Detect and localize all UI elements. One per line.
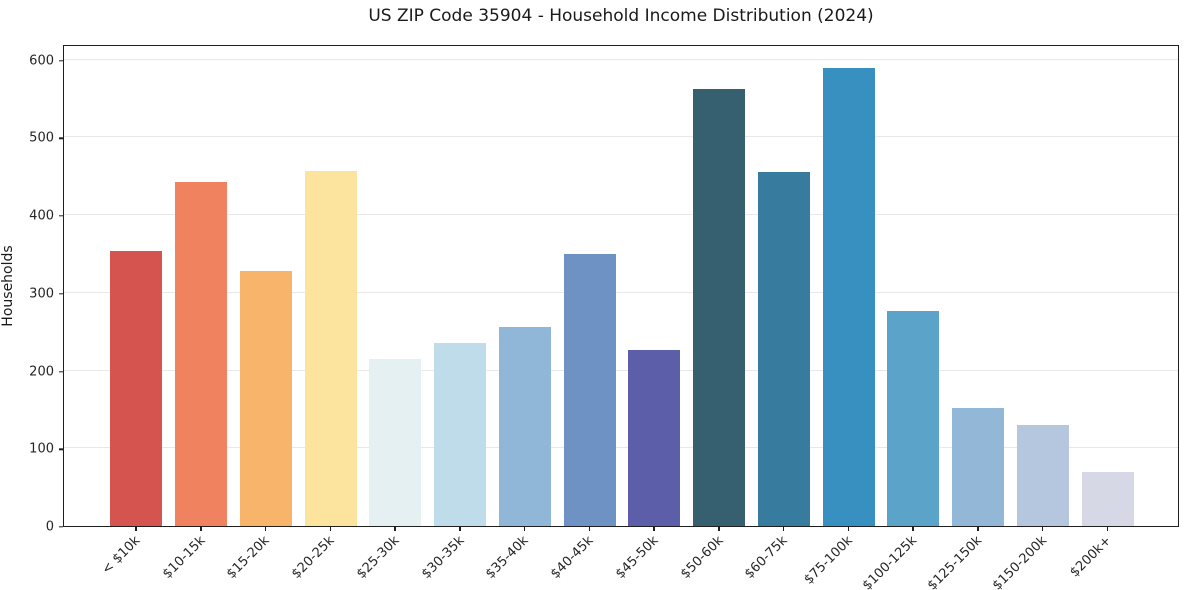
y-tick-label-400: 400 [29, 208, 54, 224]
x-tick-label-$75-100k: $75-100k [801, 533, 856, 588]
bar-$30-35k [434, 343, 487, 526]
y-tick-mark [58, 137, 63, 139]
x-tick-mark [523, 527, 526, 531]
y-tick-label-100: 100 [29, 441, 54, 457]
y-tick-mark [58, 59, 63, 62]
x-tick-mark [847, 527, 850, 531]
gridline-600 [64, 58, 1178, 60]
x-tick-label-$10-15k: $10-15k [159, 533, 209, 582]
x-tick-label-< $10k: < $10k [99, 533, 144, 578]
x-tick-label-$40-45k: $40-45k [548, 533, 597, 582]
x-tick-mark [588, 527, 591, 531]
x-tick-mark [977, 527, 979, 531]
x-tick-mark [135, 527, 137, 531]
x-tick-label-$35-40k: $35-40k [483, 533, 532, 582]
y-tick-label-0: 0 [45, 519, 54, 535]
x-tick-label-$15-20k: $15-20k [224, 533, 273, 582]
x-tick-label-$25-30k: $25-30k [353, 533, 403, 582]
y-tick-label-600: 600 [29, 53, 54, 69]
x-tick-label-$45-50k: $45-50k [612, 533, 662, 582]
bar-$40-45k [563, 253, 616, 526]
x-tick-mark [200, 527, 202, 531]
bar-$60-75k [757, 172, 810, 526]
x-tick-mark [1106, 527, 1109, 531]
x-tick-mark [1041, 527, 1044, 531]
x-tick-label-$125-150k: $125-150k [924, 533, 986, 590]
bar-$10-15k [175, 182, 228, 526]
bar-$35-40k [498, 326, 551, 526]
plot-area [63, 45, 1179, 527]
bar-$25-30k [369, 358, 422, 526]
y-tick-label-300: 300 [29, 286, 54, 302]
gridline-500 [64, 136, 1178, 138]
y-tick-label-200: 200 [29, 364, 54, 380]
x-tick-mark [264, 527, 267, 531]
bar-$150-200k [1016, 424, 1069, 526]
x-tick-mark [329, 527, 332, 531]
x-tick-label-$30-35k: $30-35k [418, 533, 468, 582]
x-tick-label-$200k+: $200k+ [1067, 533, 1115, 581]
x-tick-label-$100-125k: $100-125k [860, 533, 921, 590]
y-tick-mark [58, 526, 63, 528]
bar-$100-125k [887, 310, 940, 526]
bar-$50-60k [693, 89, 746, 526]
chart-title: US ZIP Code 35904 - Household Income Dis… [368, 6, 874, 26]
y-tick-mark [58, 215, 63, 217]
bar-$20-25k [304, 170, 357, 526]
bar-< $10k [110, 250, 163, 526]
y-tick-label-500: 500 [29, 130, 54, 146]
x-tick-mark [459, 527, 461, 531]
gridline-300 [64, 291, 1178, 293]
gridline-400 [64, 214, 1178, 216]
y-tick-mark [58, 370, 63, 373]
x-tick-label-$20-25k: $20-25k [289, 533, 338, 582]
x-tick-label-$50-60k: $50-60k [677, 533, 727, 582]
x-tick-mark [718, 527, 720, 531]
gridline-200 [64, 369, 1178, 371]
gridline-100 [64, 447, 1178, 449]
bar-$15-20k [239, 271, 292, 526]
x-tick-mark [782, 527, 785, 531]
x-tick-label-$150-200k: $150-200k [989, 533, 1050, 590]
x-tick-mark [653, 527, 655, 531]
y-tick-mark [58, 448, 63, 450]
bar-$125-150k [952, 407, 1005, 526]
x-tick-mark [912, 527, 914, 531]
x-tick-label-$60-75k: $60-75k [742, 533, 791, 582]
bar-$45-50k [628, 350, 681, 526]
y-tick-mark [58, 293, 63, 295]
bar-$75-100k [822, 68, 875, 526]
x-tick-mark [394, 527, 396, 531]
y-axis-label: Households [0, 245, 16, 327]
bar-$200k+ [1081, 471, 1134, 526]
